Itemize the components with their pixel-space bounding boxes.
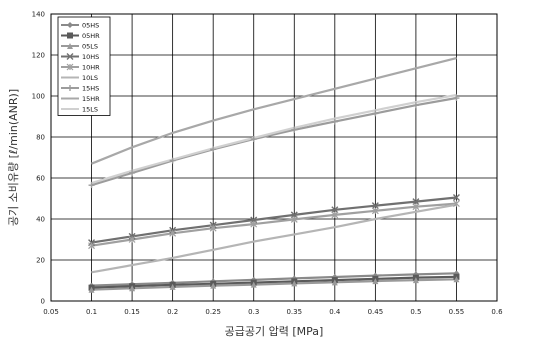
data-point-10hs (128, 232, 136, 240)
data-point-05ls (453, 276, 460, 283)
y-tick-labels: 0 20 40 60 80 100 120 140 (32, 11, 45, 306)
data-point-15hs (453, 95, 460, 102)
legend-label: 05LS (82, 42, 98, 50)
series-lines (91, 57, 457, 291)
legend-marker (66, 53, 74, 60)
data-point-15hs (250, 136, 257, 143)
x-tick-label: 0.05 (43, 308, 59, 316)
legend: 05HS 05HR 05LS 10HS 10HR 10LS 15HS 15HR 15LS (57, 16, 111, 116)
series-line-15hr (91, 57, 457, 165)
data-point-10hs (88, 239, 96, 247)
x-tick-label: 0.55 (449, 308, 465, 316)
legend-label: 10LS (82, 74, 98, 82)
data-point-10hs (371, 202, 379, 210)
legend-label: 05HS (82, 21, 99, 29)
series-line-05hr (91, 275, 457, 289)
x-tick-label: 0.45 (368, 308, 384, 316)
data-point-15hs (372, 110, 379, 117)
x-tick-label: 0.3 (248, 308, 259, 316)
data-point-15hs (210, 146, 217, 153)
data-point-05ls (291, 280, 298, 287)
legend-marker (67, 22, 73, 28)
series-line-15hs (91, 96, 457, 187)
y-tick-label: 80 (36, 134, 45, 142)
x-tick-label: 0.1 (86, 308, 97, 316)
y-tick-label: 40 (36, 216, 45, 224)
data-point-10hr (331, 211, 339, 219)
data-point-05ls (331, 279, 338, 286)
data-point-10hs (169, 226, 177, 234)
x-tick-label: 0.25 (205, 308, 221, 316)
legend-label: 10HS (82, 53, 99, 61)
series-line-15ls (91, 93, 457, 185)
data-point-10hr (169, 229, 177, 237)
data-point-15hs (88, 182, 95, 189)
data-point-10hr (453, 200, 460, 208)
data-point-10hs (452, 193, 460, 201)
data-point-10hs (412, 198, 420, 206)
y-axis-title: 공기 소비유량 [ℓ/min(ANR)] (7, 89, 20, 226)
y-tick-label: 20 (36, 257, 45, 265)
data-point-10hr (88, 242, 95, 250)
legend-label: 05HR (82, 32, 100, 40)
legend-label: 15LS (82, 105, 98, 113)
data-point-15hs (291, 126, 298, 133)
series-line-05hs (91, 272, 457, 287)
series-line-10ls (91, 203, 457, 274)
data-point-15hs (412, 102, 419, 109)
legend-marker (67, 43, 73, 49)
data-point-10hr (290, 215, 298, 223)
y-tick-label: 0 (41, 298, 45, 306)
y-tick-label: 120 (32, 52, 45, 60)
data-point-05ls (129, 285, 136, 292)
data-point-10hr (128, 236, 136, 243)
x-tick-label: 0.5 (410, 308, 421, 316)
data-point-05ls (412, 277, 419, 284)
x-tick-label: 0.4 (329, 308, 341, 316)
x-tick-label: 0.6 (491, 308, 503, 316)
x-tick-label: 0.15 (124, 308, 140, 316)
data-point-10hr (250, 220, 258, 228)
x-tick-label: 0.35 (286, 308, 302, 316)
data-point-05ls (250, 281, 257, 288)
x-tick-label: 0.2 (167, 308, 178, 316)
legend-label: 15HS (82, 84, 99, 92)
data-point-10hr (371, 207, 379, 215)
y-tick-label: 100 (32, 93, 45, 101)
data-point-10hr (412, 203, 420, 211)
x-axis-title: 공급공기 압력 [MPa] (225, 325, 324, 338)
data-point-15hs (129, 169, 136, 176)
y-tick-label: 60 (36, 175, 45, 183)
series-line-05ls (91, 278, 457, 291)
plot-frame (50, 13, 498, 302)
y-tick-label: 140 (32, 11, 45, 19)
series-line-10hr (91, 202, 457, 247)
data-point-05ls (210, 282, 217, 289)
data-point-05ls (372, 278, 379, 285)
series-markers (88, 95, 460, 293)
data-point-05ls (88, 286, 95, 293)
data-point-10hr (209, 224, 217, 232)
legend-label: 10HR (82, 63, 100, 71)
data-point-15hs (169, 157, 176, 164)
legend-label: 15HR (82, 95, 100, 103)
series-line-10hs (91, 196, 457, 244)
legend-marker (66, 63, 74, 71)
data-point-15hs (331, 118, 338, 125)
data-point-05ls (169, 283, 176, 290)
data-point-10hs (209, 221, 217, 229)
legend-marker (67, 85, 73, 91)
x-tick-labels: 0.05 0.1 0.15 0.2 0.25 0.3 0.35 0.4 0.45 0.5 0.55 0… (43, 308, 503, 316)
legend-marker (67, 32, 73, 39)
data-point-10hs (331, 206, 339, 214)
